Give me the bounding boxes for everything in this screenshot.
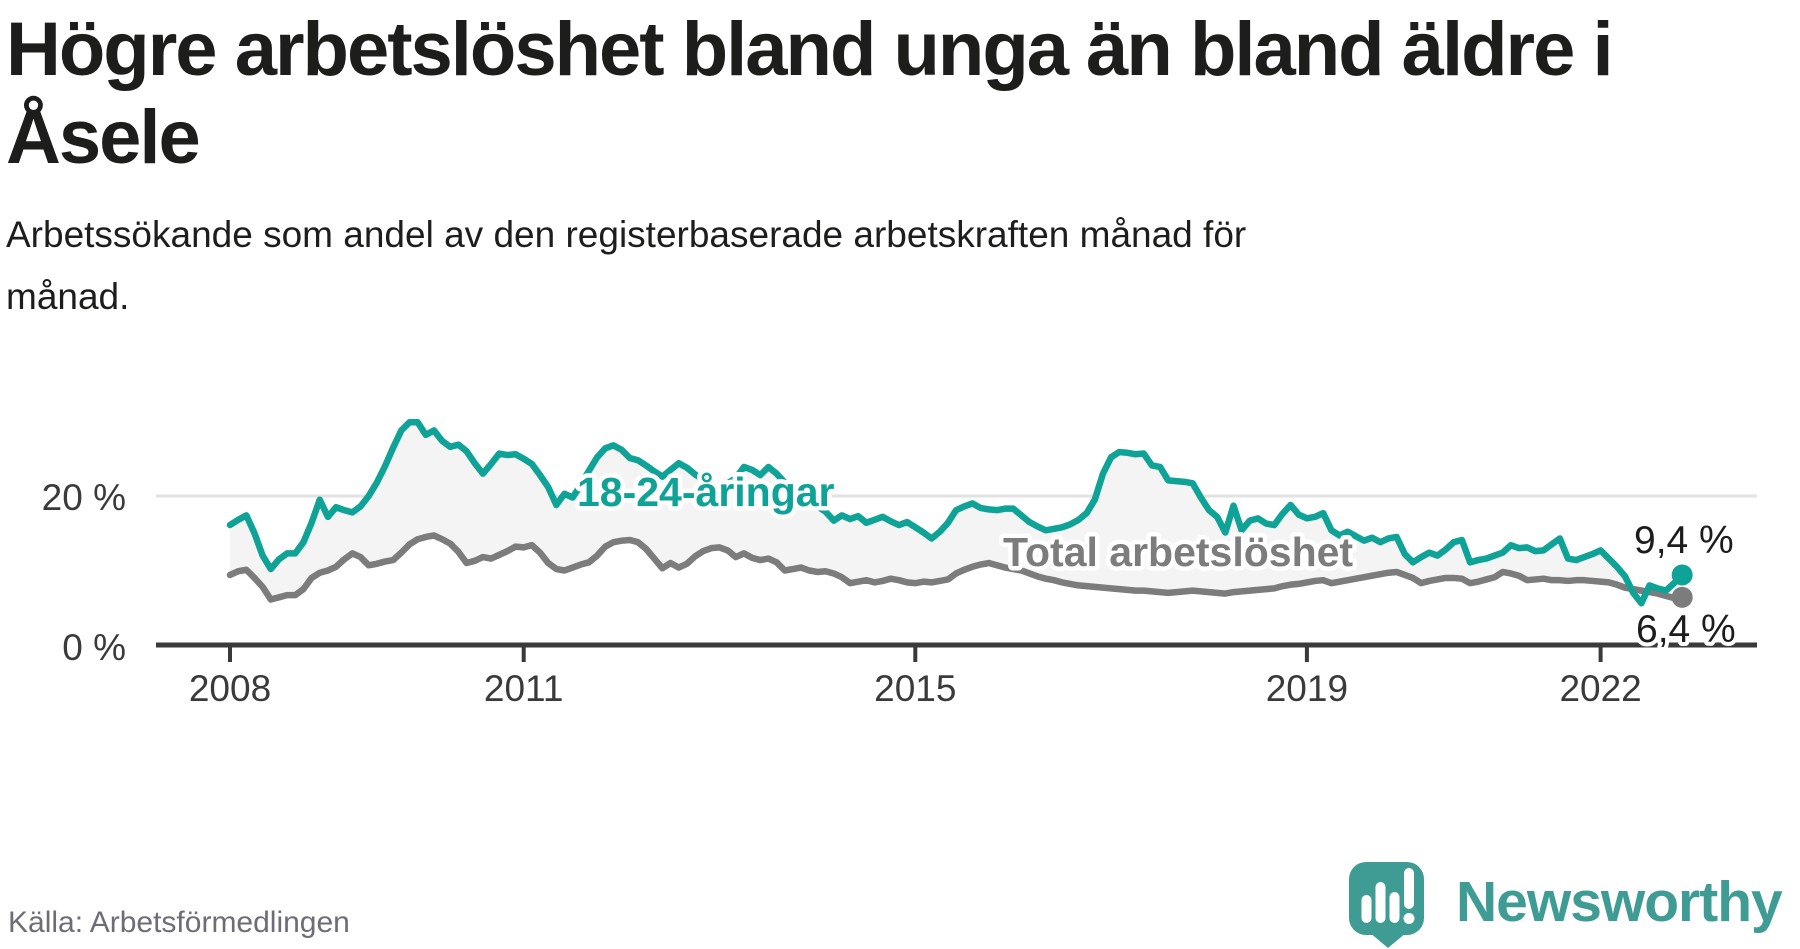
end-value-label-total: 6,4 % bbox=[1636, 608, 1736, 651]
title-line-2: Åsele bbox=[6, 95, 201, 180]
newsworthy-wordmark: Newsworthy bbox=[1456, 870, 1783, 934]
x-tick-label-2015: 2015 bbox=[874, 668, 956, 709]
page-title: Högre arbetslöshet bland unga än bland ä… bbox=[6, 6, 1614, 182]
youth-line bbox=[226, 419, 1686, 607]
source-attribution: Källa: Arbetsförmedlingen bbox=[8, 906, 350, 939]
total-end-dot bbox=[1671, 586, 1693, 608]
x-tick-label-2008: 2008 bbox=[189, 668, 271, 709]
youth-end-dot bbox=[1671, 564, 1693, 586]
series-label-youth: 18-24-åringar bbox=[577, 469, 835, 515]
subtitle-line-2: månad. bbox=[6, 276, 130, 317]
y-tick-label-0: 0 % bbox=[62, 627, 126, 668]
series-label-total: Total arbetslöshet bbox=[1003, 529, 1353, 575]
newsworthy-bubble-icon bbox=[1349, 862, 1424, 948]
total-line bbox=[226, 532, 1686, 603]
subtitle-line-1: Arbetssökande som andel av den registerb… bbox=[6, 214, 1247, 255]
end-value-label-youth: 9,4 % bbox=[1634, 519, 1734, 562]
subtitle: Arbetssökande som andel av den registerb… bbox=[6, 204, 1246, 328]
y-tick-label-20: 20 % bbox=[42, 477, 126, 518]
newsworthy-logo: Newsworthy bbox=[1349, 855, 1783, 949]
x-tick-label-2019: 2019 bbox=[1266, 668, 1348, 709]
x-tick-label-2022: 2022 bbox=[1559, 668, 1641, 709]
title-line-1: Högre arbetslöshet bland unga än bland ä… bbox=[6, 7, 1614, 92]
x-tick-label-2011: 2011 bbox=[484, 668, 564, 709]
